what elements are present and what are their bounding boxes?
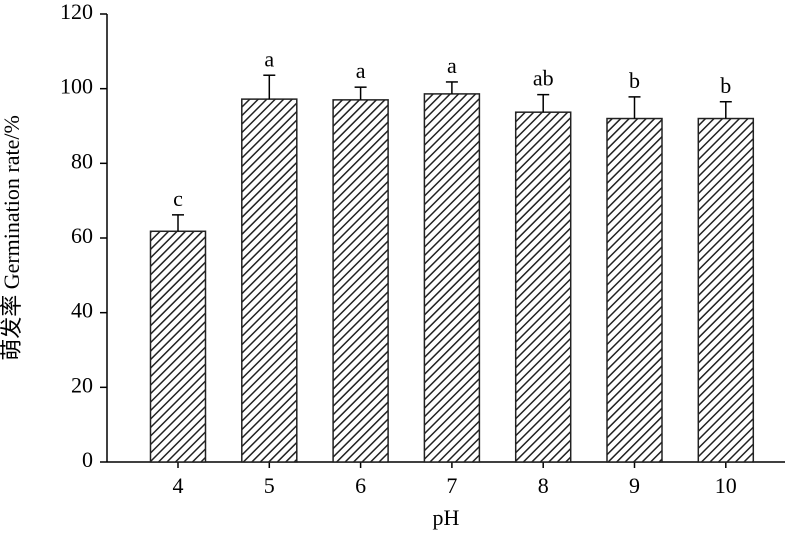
y-tick-label: 120 <box>60 0 93 24</box>
bar <box>423 93 481 463</box>
x-tick-label: 6 <box>355 473 366 498</box>
y-axis-label: 萌发率 Germination rate/% <box>0 115 24 361</box>
error-bar <box>263 74 276 100</box>
significance-letter: b <box>629 68 640 93</box>
x-tick-label: 7 <box>446 473 457 498</box>
y-tick-label: 40 <box>71 298 93 323</box>
x-tick-label: 8 <box>538 473 549 498</box>
significance-letter: a <box>264 46 274 71</box>
x-tick-label: 5 <box>264 473 275 498</box>
significance-letter: a <box>356 58 366 83</box>
bar <box>514 111 572 463</box>
significance-letter: c <box>173 186 183 211</box>
y-tick-label: 60 <box>71 223 93 248</box>
x-axis-label: pH <box>433 505 460 530</box>
y-tick-label: 20 <box>71 372 93 397</box>
error-bar <box>628 96 641 119</box>
x-tick-label: 9 <box>629 473 640 498</box>
significance-letter: b <box>720 73 731 98</box>
significance-letter: a <box>447 53 457 78</box>
significance-letter: ab <box>533 66 554 91</box>
error-bar <box>719 100 732 119</box>
y-tick-label: 100 <box>60 74 93 99</box>
error-bar <box>445 81 458 94</box>
x-tick-label: 10 <box>715 473 737 498</box>
error-bar <box>354 86 367 100</box>
y-tick-label: 80 <box>71 148 93 173</box>
bar <box>241 98 298 463</box>
bar <box>606 117 663 463</box>
error-bar <box>537 93 550 113</box>
bar <box>697 117 755 463</box>
error-bar <box>172 214 184 232</box>
bar <box>332 99 389 463</box>
bar <box>149 230 207 463</box>
x-tick-label: 4 <box>173 473 184 498</box>
y-tick-label: 0 <box>82 447 93 472</box>
